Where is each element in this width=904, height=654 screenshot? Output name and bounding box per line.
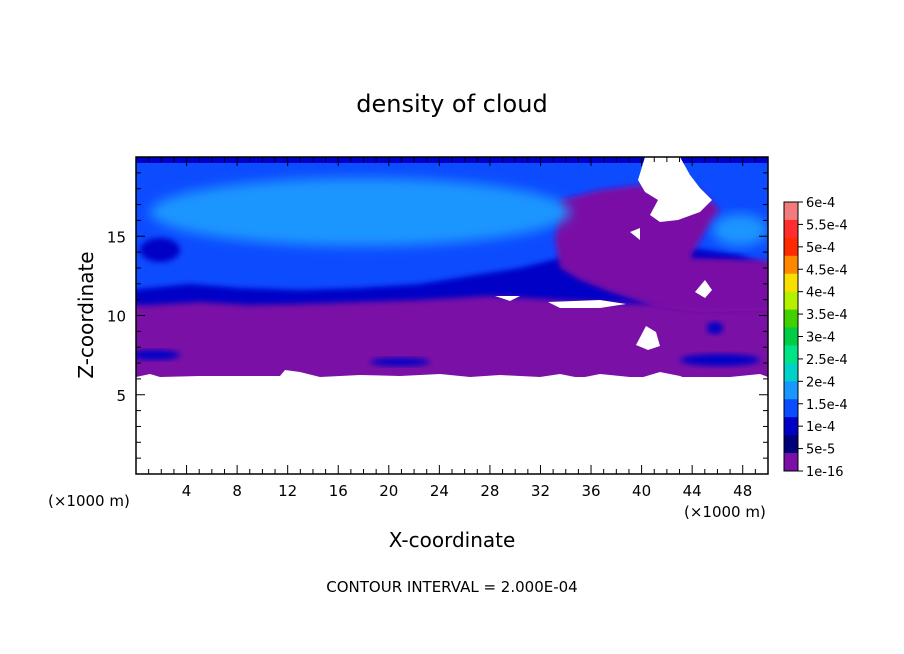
field-void-mid-3 <box>636 326 660 350</box>
field-void-mid-1 <box>548 300 626 308</box>
field-void-mid-5 <box>630 228 640 240</box>
field-void-upper-right <box>638 157 712 222</box>
x-tick-label: 20 <box>379 482 398 500</box>
colorbar-swatch <box>784 273 798 293</box>
field-lower-streak-3 <box>707 322 723 334</box>
y-axis-ticks: 5 10 15 <box>107 172 768 459</box>
colorbar-swatch <box>784 309 798 329</box>
y-tick-label: 10 <box>107 308 126 326</box>
colorbar-label: 3e-4 <box>806 331 835 346</box>
x-axis-ticks: 4 8 12 16 20 24 28 32 36 40 44 48 <box>148 157 756 500</box>
y-tick-label: 15 <box>107 228 126 246</box>
y-axis-label: Z-coordinate <box>74 251 98 378</box>
colorbar-swatch <box>784 345 798 364</box>
x-tick-label: 24 <box>430 482 449 500</box>
x-tick-label: 4 <box>182 482 192 500</box>
colorbar-swatch <box>784 453 798 472</box>
x-tick-label: 48 <box>733 482 752 500</box>
x-tick-label: 32 <box>531 482 550 500</box>
colorbar-swatch <box>784 202 798 221</box>
x-axis-label: X-coordinate <box>389 528 516 552</box>
colorbar-swatch <box>784 381 798 400</box>
colorbar-swatch <box>784 237 798 257</box>
y-tick-label: 5 <box>116 387 126 405</box>
colorbar-label: 3.5e-4 <box>806 308 848 323</box>
colorbar-swatch <box>784 219 798 239</box>
colorbar: 6e-4 5.5e-4 5e-4 4.5e-4 4e-4 3.5e-4 3e-4 2.5e-4… <box>783 196 848 480</box>
colorbar-label: 5e-5 <box>806 443 835 458</box>
colorbar-label: 6e-4 <box>806 196 835 211</box>
colorbar-swatch <box>784 435 798 454</box>
colorbar-swatch <box>784 399 798 418</box>
field-void-below-base <box>136 370 768 474</box>
colorbar-label: 4e-4 <box>806 286 835 301</box>
colorbar-label: 1e-4 <box>806 420 835 435</box>
colorbar-swatch <box>784 327 798 346</box>
field-lower-streak-2 <box>370 358 430 366</box>
colorbar-label: 1.5e-4 <box>806 398 848 413</box>
x-unit-label-left: (×1000 m) <box>48 492 130 510</box>
x-tick-label: 40 <box>632 482 651 500</box>
chart-title: density of cloud <box>356 90 547 118</box>
colorbar-swatch <box>784 291 798 311</box>
field-light-blue-patch-right <box>712 214 768 246</box>
colorbar-label: 4.5e-4 <box>806 263 848 278</box>
field-light-blue-patch-main <box>150 178 570 246</box>
x-tick-label: 36 <box>581 482 600 500</box>
field-purple-intrusion <box>555 185 768 312</box>
x-tick-label: 8 <box>232 482 242 500</box>
colorbar-label: 5e-4 <box>806 241 835 256</box>
colorbar-label: 2.5e-4 <box>806 353 848 368</box>
colorbar-swatch <box>784 363 798 382</box>
colorbar-swatch <box>784 255 798 275</box>
colorbar-label: 1e-16 <box>806 465 844 480</box>
field-void-mid-2 <box>495 296 520 301</box>
x-tick-label: 16 <box>329 482 348 500</box>
field-lower-streak-1 <box>136 350 180 360</box>
x-unit-label-right: (×1000 m) <box>684 503 766 521</box>
field-void-mid-4 <box>695 280 712 298</box>
density-field <box>136 157 768 474</box>
colorbar-label: 5.5e-4 <box>806 218 848 233</box>
contour-interval-note: CONTOUR INTERVAL = 2.000E-04 <box>326 578 577 596</box>
x-tick-label: 12 <box>278 482 297 500</box>
colorbar-label: 2e-4 <box>806 375 835 390</box>
field-light-blue-patch-left <box>140 238 180 262</box>
x-tick-label: 28 <box>480 482 499 500</box>
x-tick-label: 44 <box>683 482 702 500</box>
field-lower-streak-4 <box>680 354 760 366</box>
colorbar-swatch <box>784 417 798 436</box>
